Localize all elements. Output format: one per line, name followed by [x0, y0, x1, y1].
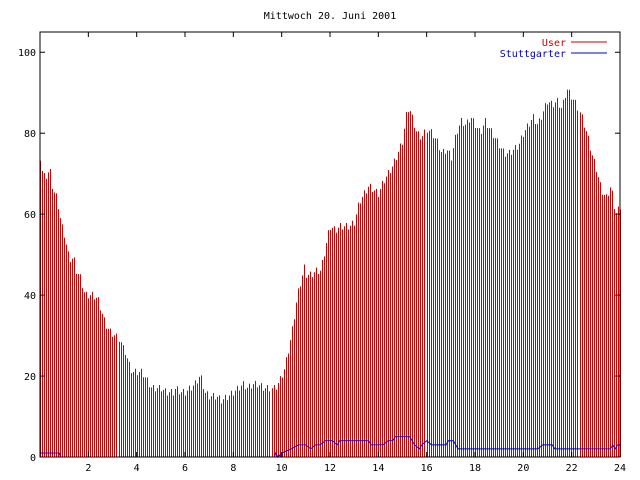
x-tick-label: 10: [276, 463, 288, 474]
x-tick-label: 20: [517, 463, 529, 474]
x-tick-label: 2: [85, 463, 91, 474]
x-tick-label: 4: [134, 463, 140, 474]
x-tick-label: 18: [469, 463, 481, 474]
y-tick-label: 0: [30, 453, 36, 464]
user-bars: [40, 89, 621, 457]
legend: User Stuttgarter: [500, 38, 607, 60]
x-tick-label: 8: [230, 463, 236, 474]
y-tick-label: 60: [24, 210, 36, 221]
x-tick-label: 24: [614, 463, 626, 474]
x-tick-label: 14: [372, 463, 384, 474]
x-tick-label: 12: [324, 463, 336, 474]
legend-label-stuttgarter: Stuttgarter: [500, 49, 566, 60]
y-tick-label: 40: [24, 291, 36, 302]
legend-label-user: User: [542, 38, 566, 49]
chart-title: Mittwoch 20. Juni 2001: [264, 11, 396, 22]
y-tick-label: 100: [18, 48, 36, 59]
stuttgarter-line: [40, 436, 620, 458]
x-tick-label: 16: [421, 463, 433, 474]
x-tick-label: 22: [566, 463, 578, 474]
y-tick-label: 80: [24, 129, 36, 140]
y-tick-label: 20: [24, 372, 36, 383]
x-tick-label: 6: [182, 463, 188, 474]
